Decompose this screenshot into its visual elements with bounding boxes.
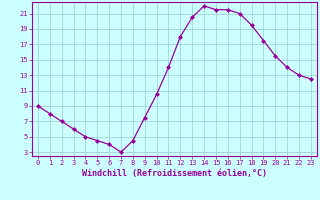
X-axis label: Windchill (Refroidissement éolien,°C): Windchill (Refroidissement éolien,°C) [82,169,267,178]
